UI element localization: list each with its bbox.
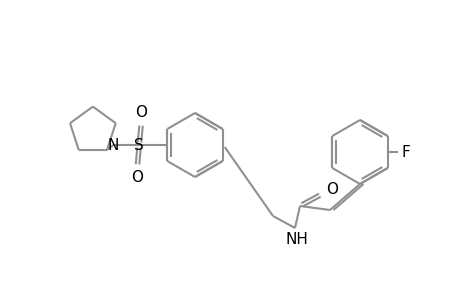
Text: S: S (134, 137, 144, 152)
Text: F: F (400, 145, 409, 160)
Text: O: O (135, 104, 147, 119)
Text: N: N (107, 137, 119, 152)
Text: O: O (131, 170, 143, 185)
Text: NH: NH (285, 232, 308, 247)
Text: O: O (325, 182, 337, 197)
